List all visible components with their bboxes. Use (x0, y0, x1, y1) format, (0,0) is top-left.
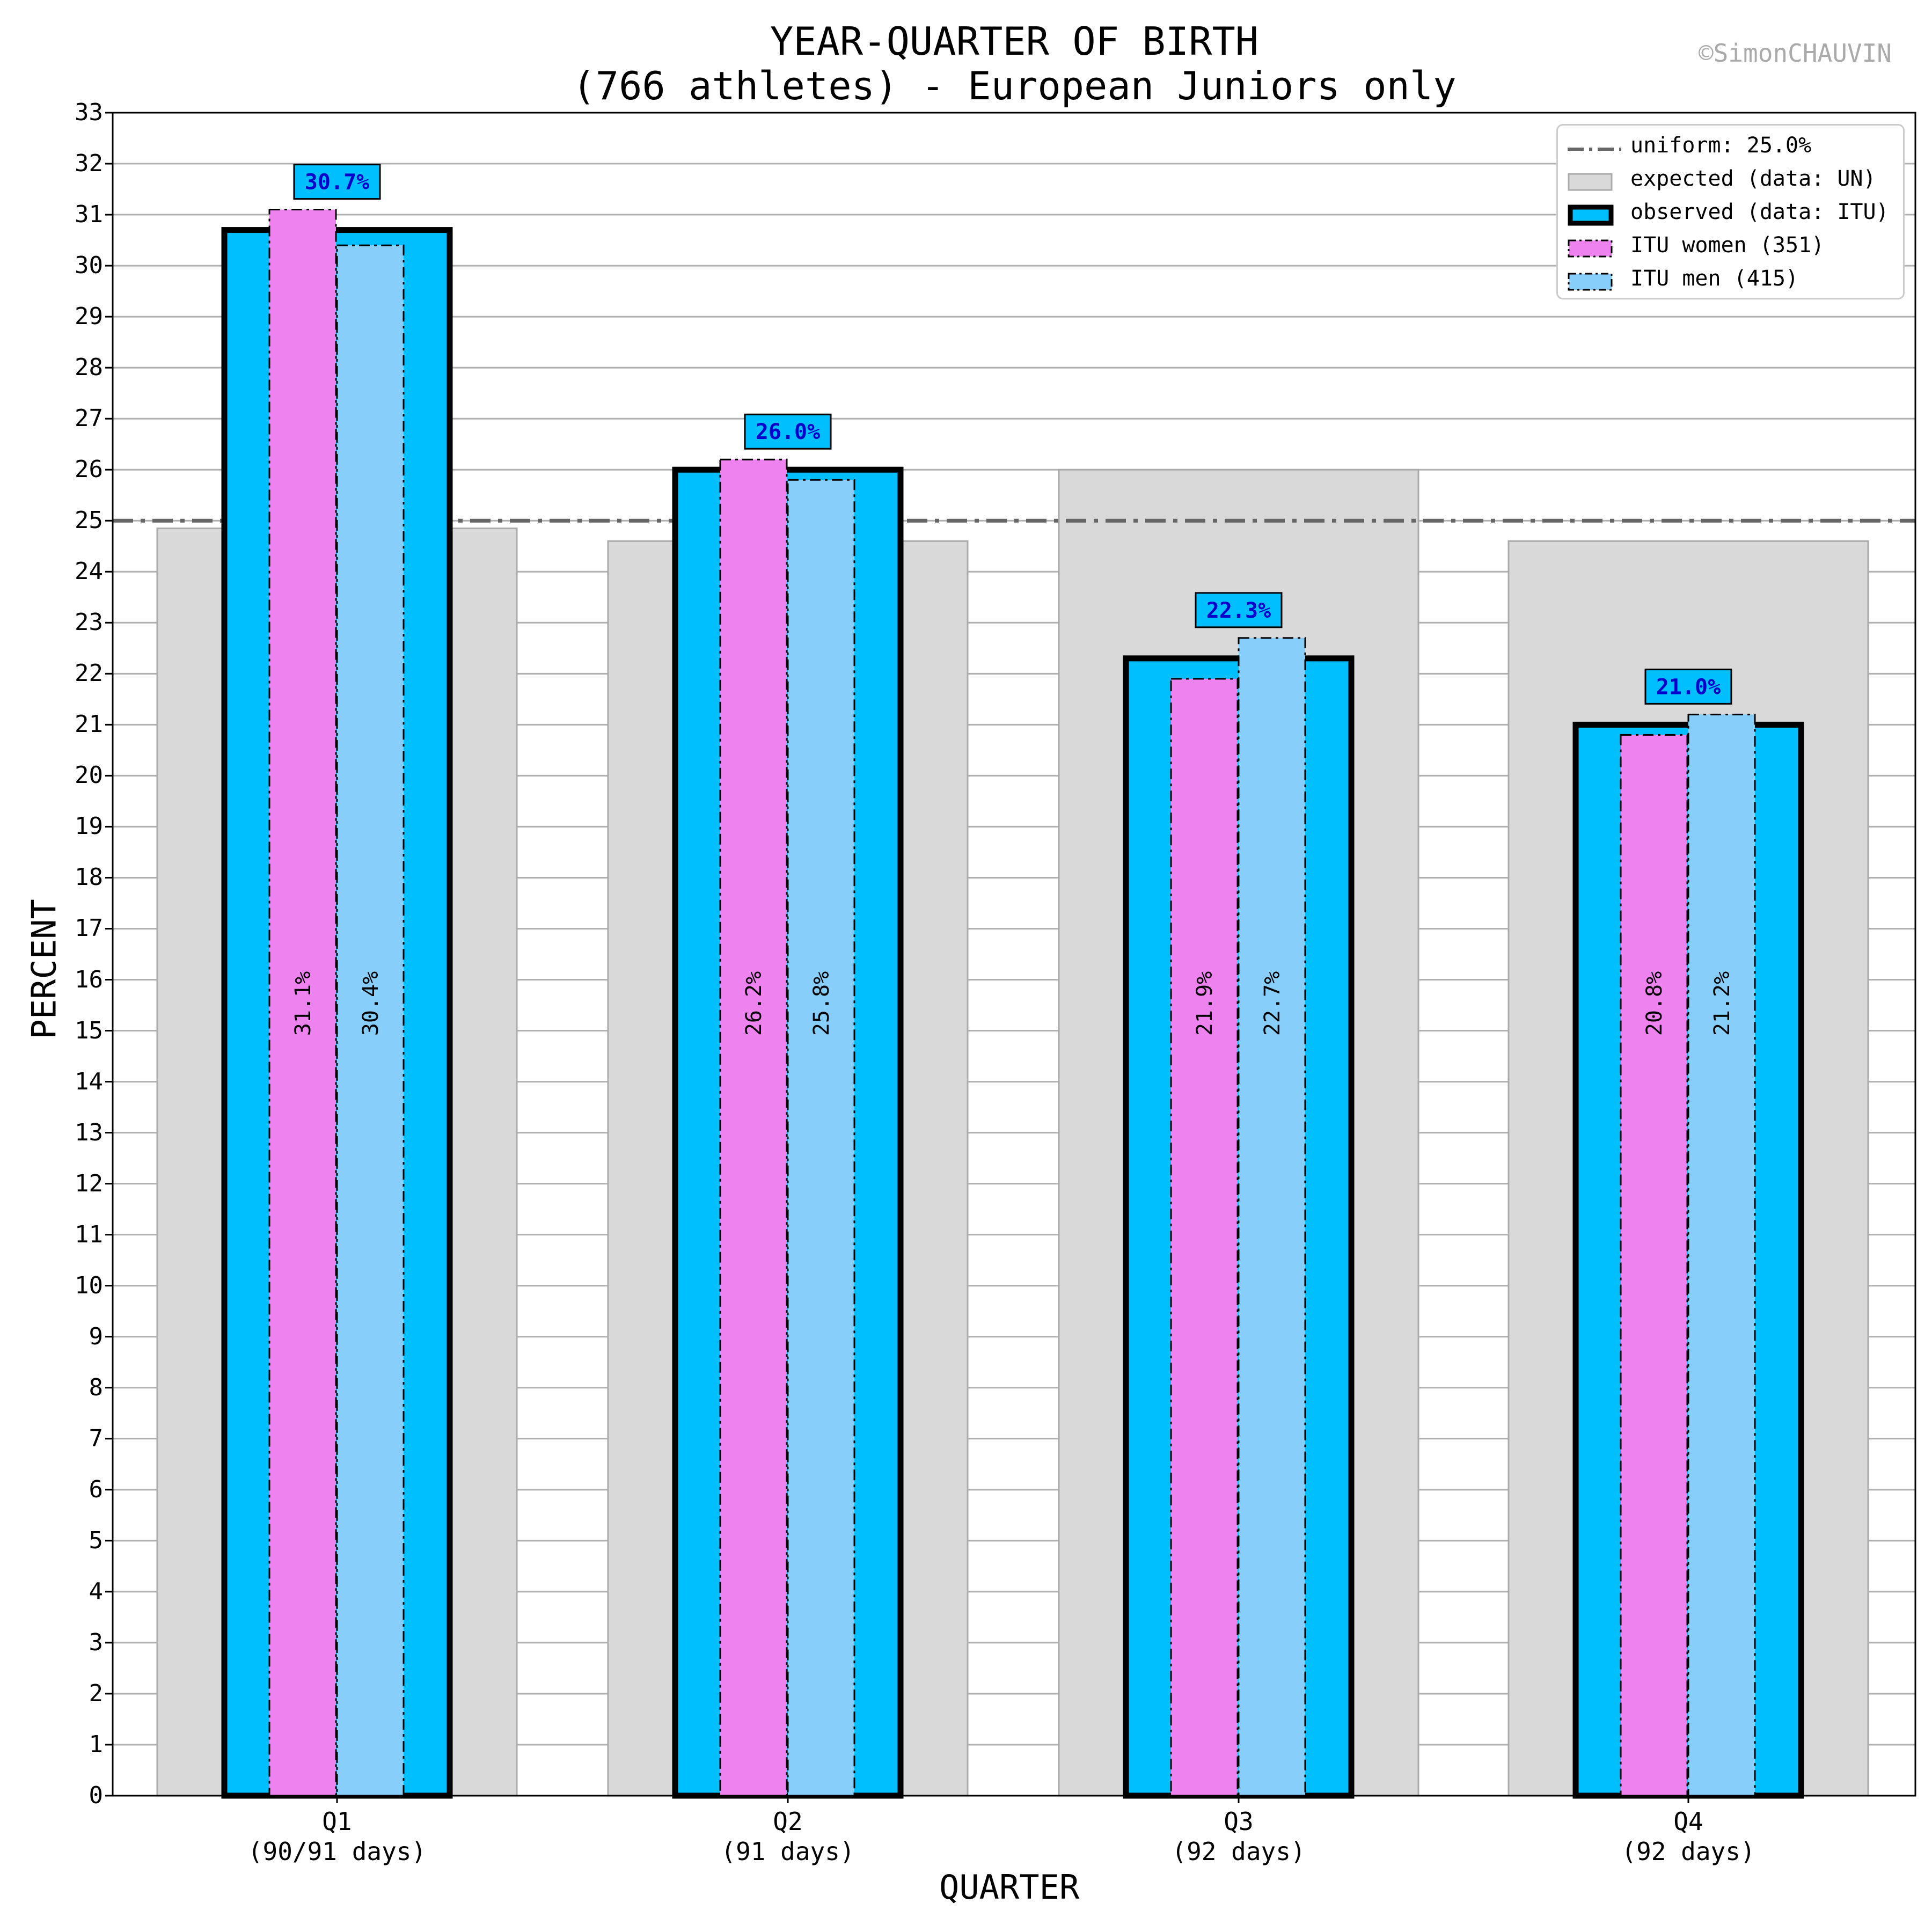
bar-women (1620, 734, 1688, 1797)
y-tick-label: 15 (75, 1016, 103, 1044)
bar-women-label: 31.1% (291, 971, 316, 1036)
x-tick-category: Q2 (773, 1807, 803, 1836)
chart-title-line2: (766 athletes) - European Juniors only (572, 63, 1457, 108)
y-tick-label: 4 (89, 1577, 104, 1605)
bar-men (1687, 713, 1756, 1797)
observed-annotation-label: 30.7% (305, 170, 369, 195)
x-tick-category: Q3 (1224, 1807, 1254, 1836)
observed-annotation-label: 22.3% (1206, 598, 1271, 623)
y-tick-label: 11 (75, 1220, 103, 1248)
observed-annotation-box (744, 413, 832, 450)
y-tick-label: 30 (75, 252, 103, 280)
y-tick-label: 24 (75, 558, 103, 586)
legend-label-uniform: uniform: 25.0% (1630, 133, 1812, 158)
bar-men-label: 22.7% (1260, 971, 1285, 1036)
x-tick-category: Q1 (322, 1807, 352, 1836)
y-tick-label: 8 (89, 1373, 104, 1401)
y-tick-label: 5 (89, 1526, 104, 1554)
y-tick-label: 28 (75, 354, 103, 382)
watermark: ©SimonCHAUVIN (1698, 39, 1892, 68)
y-tick-label: 21 (75, 711, 103, 738)
observed-annotation-box (293, 164, 381, 200)
legend-label-women: ITU women (351) (1630, 233, 1825, 258)
bar-men (787, 479, 855, 1797)
y-tick-label: 19 (75, 813, 103, 840)
y-tick-label: 12 (75, 1169, 103, 1197)
y-tick-label: 14 (75, 1067, 103, 1095)
plot-frame (112, 112, 1916, 1797)
y-tick-label: 26 (75, 456, 103, 484)
observed-annotation-box (1195, 592, 1283, 628)
bar-men-label: 30.4% (358, 971, 383, 1036)
x-tick-label: Q2 (91 days) (654, 1806, 922, 1867)
y-tick-label: 10 (75, 1271, 103, 1299)
observed-annotation-label: 26.0% (756, 420, 820, 444)
y-tick-label: 17 (75, 914, 103, 942)
x-tick-sublabel: (92 days) (1621, 1837, 1755, 1866)
y-axis-label: PERCENT (24, 899, 64, 1040)
x-axis-label: QUARTER (939, 1868, 1080, 1907)
y-tick-label: 25 (75, 507, 103, 535)
y-tick-label: 2 (89, 1679, 104, 1707)
legend: uniform: 25.0% expected (data: UN) obser… (1556, 124, 1905, 299)
y-tick-label: 7 (89, 1424, 104, 1452)
pink-box-icon (1568, 239, 1613, 258)
x-tick-sublabel: (91 days) (721, 1837, 855, 1866)
x-tick-label: Q4 (92 days) (1554, 1806, 1823, 1867)
y-tick-label: 27 (75, 405, 103, 433)
blue-box-icon (1568, 204, 1614, 226)
y-tick-label: 1 (89, 1730, 104, 1758)
bar-men-label: 21.2% (1710, 971, 1735, 1036)
bar-men (1238, 637, 1306, 1797)
bar-women (268, 209, 337, 1797)
y-tick-label: 6 (89, 1475, 104, 1503)
y-tick-label: 16 (75, 965, 103, 993)
observed-annotation-label: 21.0% (1656, 675, 1721, 699)
legend-label-men: ITU men (415) (1630, 266, 1799, 291)
x-tick-sublabel: (92 days) (1172, 1837, 1306, 1866)
dashdot-line-icon (1568, 148, 1621, 151)
y-tick-label: 33 (75, 99, 103, 126)
chart-title-line1: YEAR-QUARTER OF BIRTH (770, 19, 1259, 64)
observed-annotation-box (1644, 668, 1732, 705)
bar-women (1170, 678, 1239, 1797)
y-tick-label: 20 (75, 762, 103, 789)
y-tick-label: 0 (89, 1782, 104, 1809)
x-tick-category: Q4 (1673, 1807, 1703, 1836)
bar-women-label: 26.2% (742, 971, 766, 1036)
x-tick-sublabel: (90/91 days) (247, 1837, 427, 1866)
gray-box-icon (1568, 173, 1613, 191)
bar-men-label: 25.8% (809, 971, 834, 1036)
bar-men (336, 244, 405, 1797)
bar-women-label: 21.9% (1192, 971, 1217, 1036)
y-tick-label: 31 (75, 201, 103, 229)
x-tick-label: Q1 (90/91 days) (203, 1806, 471, 1867)
lightblue-box-icon (1568, 273, 1613, 291)
y-tick-label: 32 (75, 150, 103, 178)
x-tick-label: Q3 (92 days) (1104, 1806, 1373, 1867)
y-tick-label: 3 (89, 1628, 104, 1656)
y-tick-label: 9 (89, 1322, 104, 1350)
y-tick-label: 13 (75, 1118, 103, 1146)
y-tick-label: 29 (75, 303, 103, 331)
y-tick-label: 18 (75, 863, 103, 891)
y-tick-label: 23 (75, 609, 103, 636)
bar-women (719, 458, 788, 1797)
legend-label-expected: expected (data: UN) (1630, 166, 1876, 191)
legend-label-observed: observed (data: ITU) (1630, 200, 1889, 224)
y-tick-label: 22 (75, 660, 103, 687)
bar-women-label: 20.8% (1642, 971, 1667, 1036)
